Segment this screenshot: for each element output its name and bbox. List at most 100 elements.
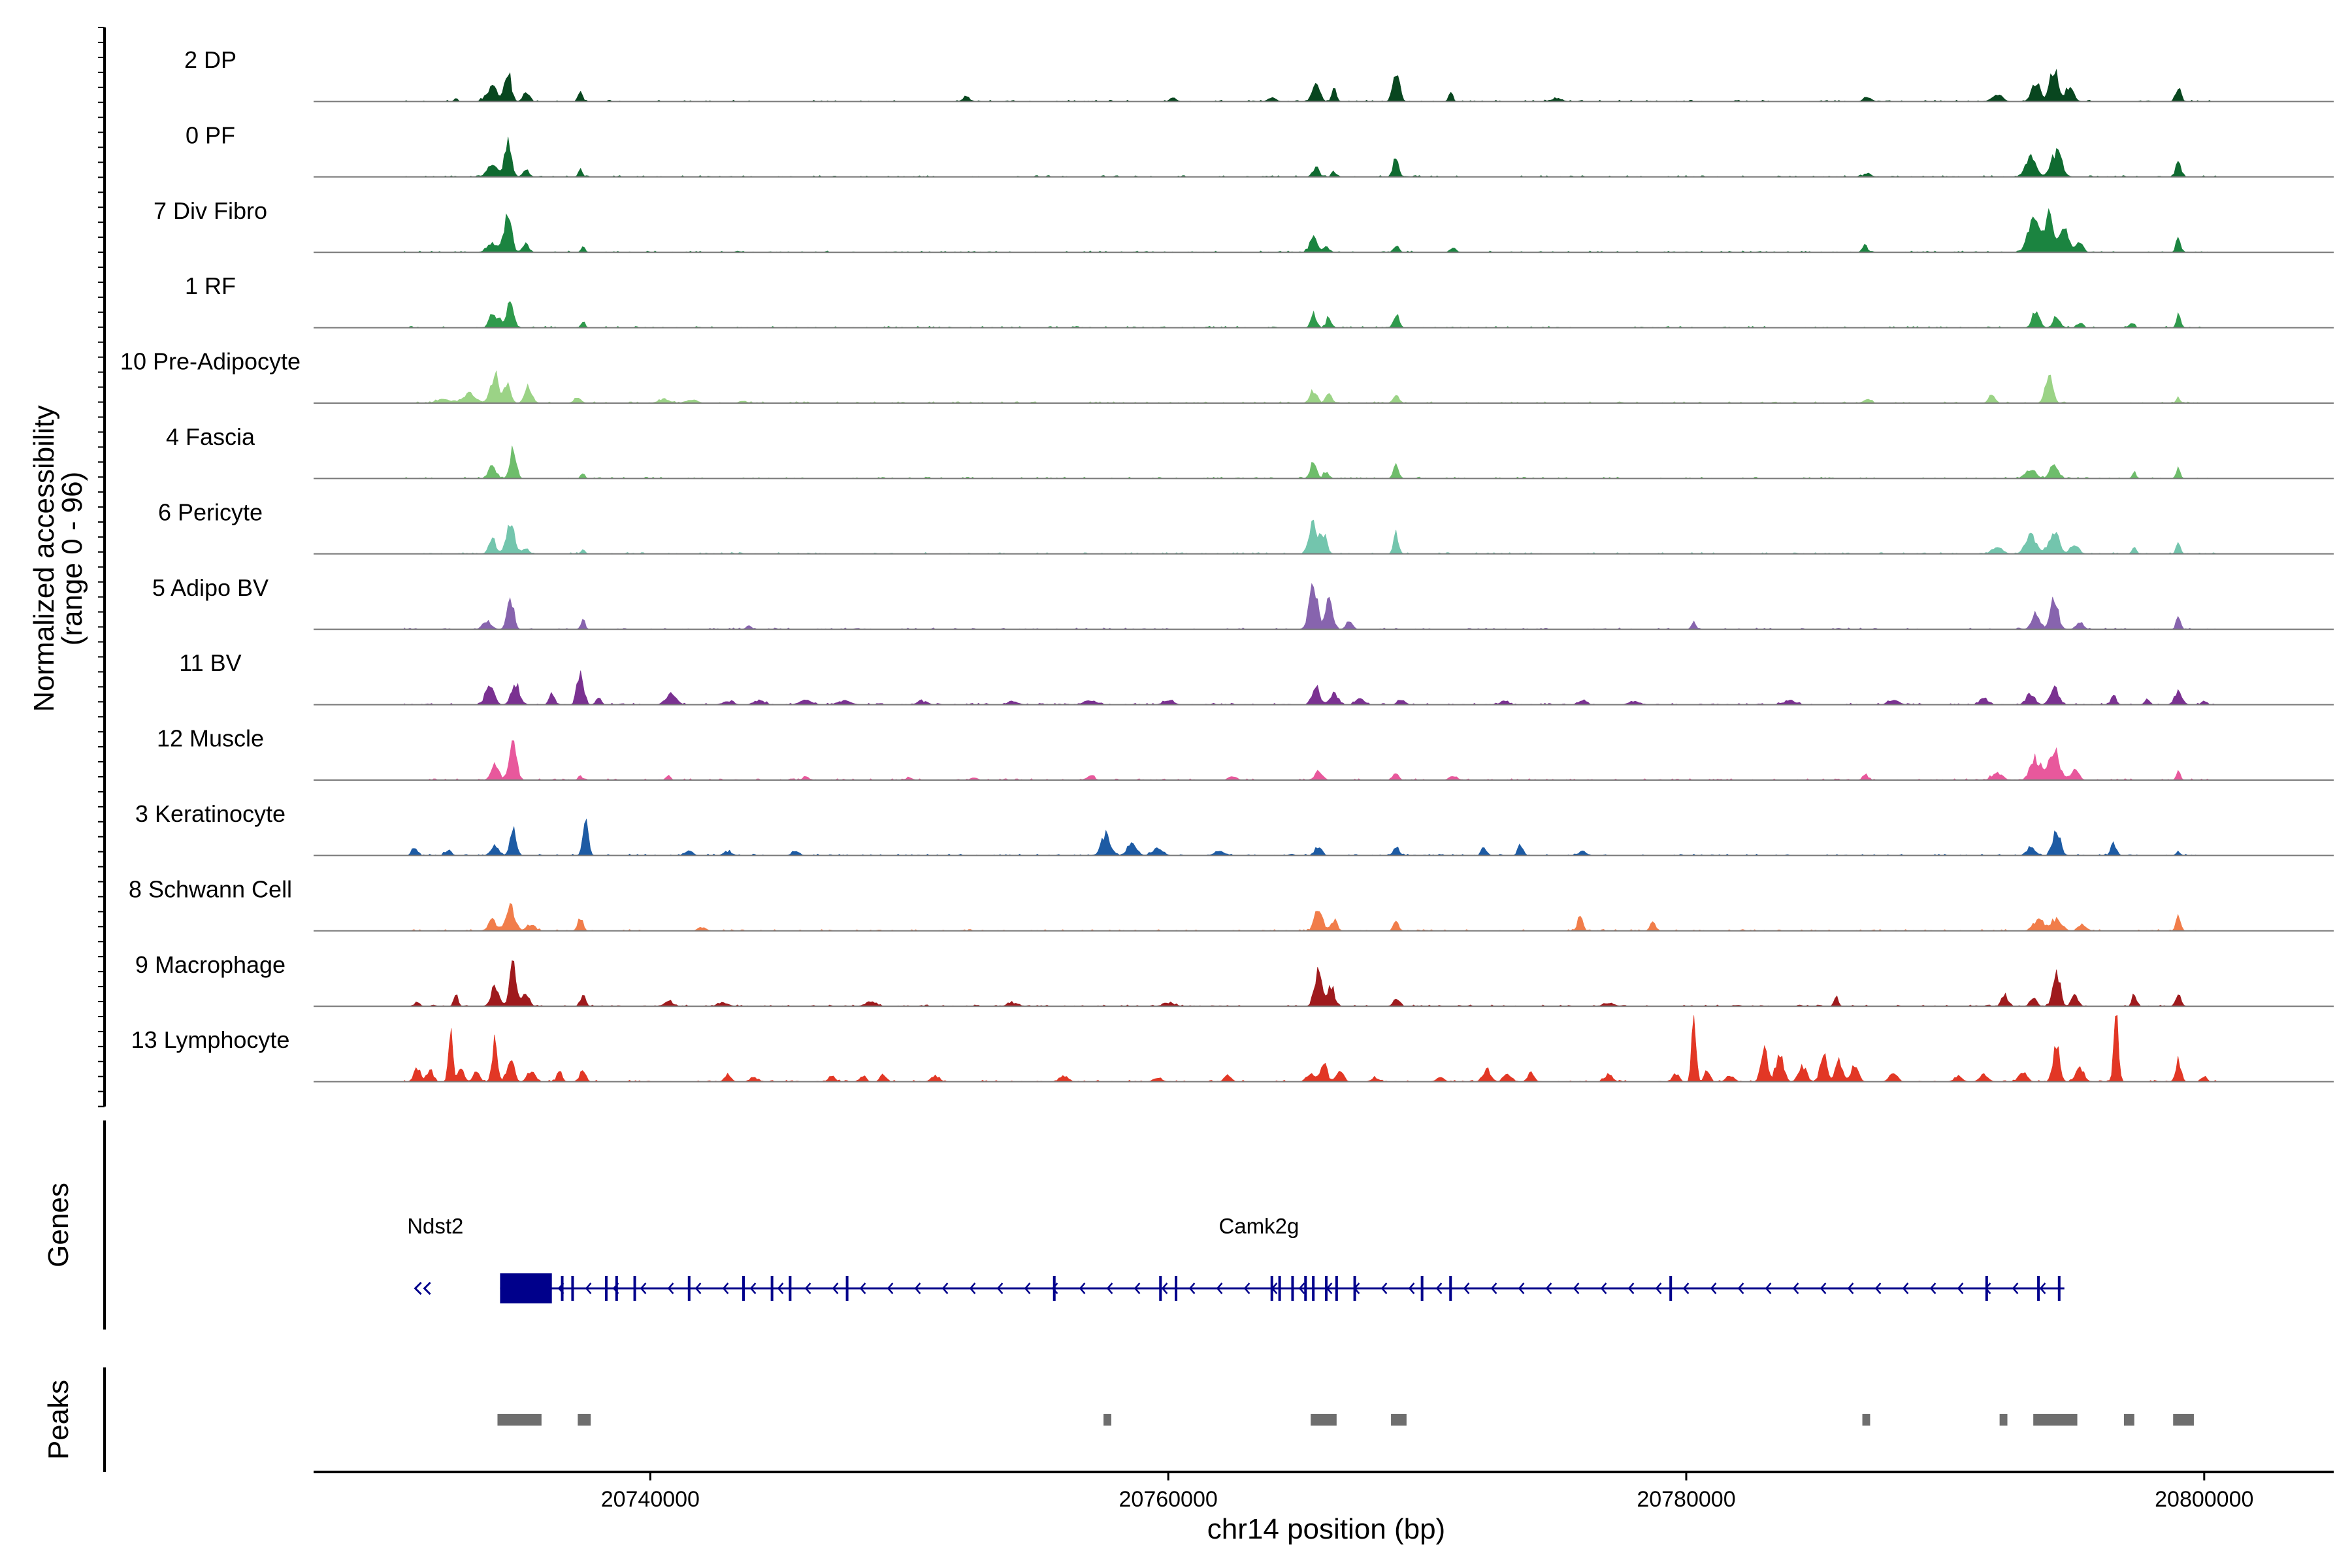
strand-chevron [1957, 1282, 1964, 1294]
track-label: 6 Pericyte [158, 498, 263, 525]
x-tick-label: 20780000 [1637, 1487, 1735, 1512]
gene-exon [1324, 1276, 1328, 1301]
track-8-schwann-cell: 8 Schwann Cell [129, 875, 2334, 932]
track-10-pre-adipocyte: 10 Pre-Adipocyte [120, 348, 2334, 404]
track-5-adipo-bv: 5 Adipo BV [152, 574, 2334, 630]
peak-block [578, 1414, 591, 1426]
gene-exon [1053, 1276, 1056, 1301]
track-label: 3 Keratinocyte [135, 800, 286, 827]
strand-chevron [941, 1282, 949, 1294]
gene-exon [845, 1276, 849, 1301]
gene-exon [1449, 1276, 1452, 1301]
peak-block [1103, 1414, 1111, 1426]
gene-exon [1304, 1276, 1307, 1301]
track-label: 9 Macrophage [135, 951, 286, 978]
track-label: 13 Lymphocyte [131, 1026, 290, 1053]
strand-chevron [1902, 1282, 1909, 1294]
strand-chevron [1216, 1282, 1223, 1294]
strand-chevron [859, 1282, 866, 1294]
track-1-rf: 1 RF [185, 272, 2334, 329]
track-4-fascia: 4 Fascia [166, 423, 2334, 480]
gene-exon [1335, 1276, 1338, 1301]
strand-chevron [1627, 1282, 1635, 1294]
gene-label: Ndst2 [407, 1214, 463, 1238]
gene-exon [1291, 1276, 1294, 1301]
strand-chevron [1134, 1282, 1141, 1294]
gene-exon [770, 1276, 774, 1301]
strand-chevron [1463, 1282, 1470, 1294]
track-13-lymphocyte: 13 Lymphocyte [131, 1015, 2334, 1083]
gene-ndst2: Ndst2 [407, 1214, 463, 1296]
coverage-area [404, 519, 2217, 555]
track-12-muscle: 12 Muscle [157, 725, 2334, 781]
strand-chevron [1024, 1282, 1031, 1294]
strand-chevron [1737, 1282, 1744, 1294]
track-label: 1 RF [185, 272, 236, 299]
x-axis: 20740000 20760000 20780000 20800000 [314, 1471, 2334, 1512]
peaks-panel-title: Peaks [42, 1380, 74, 1460]
strand-chevron [1929, 1282, 1936, 1294]
peak-block [1862, 1414, 1870, 1426]
coverage-area [404, 740, 2217, 781]
strand-chevron [1435, 1282, 1443, 1294]
gene-exon [2057, 1276, 2061, 1301]
peak-block [2123, 1414, 2134, 1426]
strand-chevron [722, 1282, 729, 1294]
track-label: 11 BV [179, 649, 241, 676]
strand-chevron [914, 1282, 921, 1294]
gene-exon [789, 1276, 792, 1301]
y-axis-title: Normalized accessibility [28, 405, 60, 711]
strand-chevron [1408, 1282, 1415, 1294]
strand-chevron [1380, 1282, 1388, 1294]
strand-chevron [1051, 1282, 1058, 1294]
gene-exon [1353, 1276, 1356, 1301]
coverage-area [404, 1015, 2218, 1082]
track-0-pf: 0 PF [186, 122, 2334, 178]
strand-chevron [1106, 1282, 1113, 1294]
strand-chevron [1243, 1282, 1250, 1294]
x-tick-label: 20800000 [2155, 1487, 2253, 1512]
strand-chevron [804, 1282, 811, 1294]
strand-chevron [1079, 1282, 1086, 1294]
strand-chevron [640, 1282, 647, 1294]
gene-label: Camk2g [1218, 1214, 1299, 1238]
strand-chevron [832, 1282, 839, 1294]
strand-chevron [1518, 1282, 1525, 1294]
peak-block [1391, 1414, 1407, 1426]
strand-chevron [1298, 1282, 1305, 1294]
track-7-div-fibro: 7 Div Fibro [154, 197, 2334, 253]
track-label: 8 Schwann Cell [129, 875, 292, 902]
strand-chevron [887, 1282, 894, 1294]
strand-chevron [969, 1282, 976, 1294]
strand-chevron [1682, 1282, 1690, 1294]
gene-exon [1985, 1276, 1988, 1301]
strand-chevron [1545, 1282, 1552, 1294]
peak-block [1999, 1414, 2008, 1426]
coverage-tracks: 2 DP 0 PF 7 Div Fibro 1 RF 10 Pre-Adipocyte 4… [120, 46, 2334, 1083]
gene-exon [615, 1276, 618, 1301]
gene-exon [633, 1276, 636, 1301]
track-label: 7 Div Fibro [154, 197, 267, 224]
track-9-macrophage: 9 Macrophage [135, 951, 2334, 1007]
peaks-panel [497, 1414, 2194, 1426]
gene-utr-block [500, 1273, 552, 1303]
gene-exon [1278, 1276, 1281, 1301]
genes-panel: Ndst2 Camk2g [407, 1214, 2065, 1303]
coverage-area [404, 370, 2217, 404]
gene-camk2g: Camk2g [500, 1214, 2065, 1303]
gene-exon [1669, 1276, 1673, 1301]
strand-chevron [1573, 1282, 1580, 1294]
strand-chevron [749, 1282, 757, 1294]
coverage-area [403, 69, 2217, 102]
track-label: 5 Adipo BV [152, 574, 269, 601]
gene-exon [1270, 1276, 1273, 1301]
strand-chevron [694, 1282, 702, 1294]
coverage-area [404, 818, 2217, 856]
gene-exon [1159, 1276, 1162, 1301]
strand-chevron [996, 1282, 1004, 1294]
gene-exon [2037, 1276, 2040, 1301]
strand-chevron [1847, 1282, 1854, 1294]
track-2-dp: 2 DP [184, 46, 2334, 103]
gene-exon [1175, 1276, 1178, 1301]
